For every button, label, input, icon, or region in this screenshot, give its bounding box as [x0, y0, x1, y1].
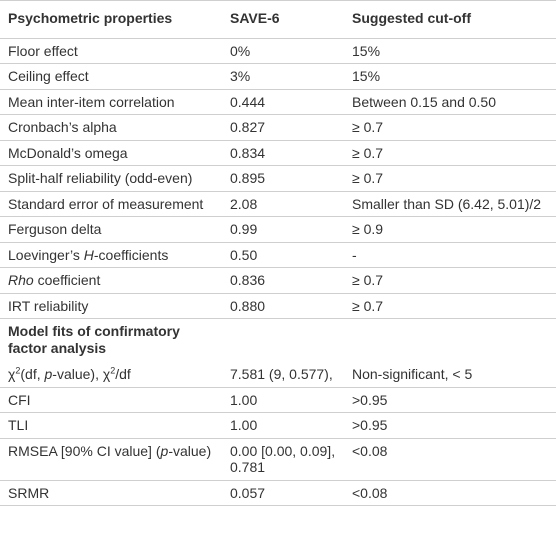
section-heading: Model fits of confirmatory factor analys… [8, 323, 180, 356]
table-cell: ≥ 0.7 [344, 293, 556, 319]
table-cell: 0% [222, 38, 344, 64]
table-row: McDonald’s omega 0.834 ≥ 0.7 [0, 140, 556, 166]
table-row: Rho coefficient 0.836 ≥ 0.7 [0, 267, 556, 294]
table-cell: 0.834 [222, 140, 344, 166]
table-cell: ≥ 0.9 [344, 216, 556, 243]
text-segment: p [44, 366, 53, 382]
table-cell: Ceiling effect [0, 63, 222, 90]
table-cell: 3% [222, 63, 344, 90]
text-segment: χ [8, 366, 16, 382]
text-segment: (df, [20, 366, 45, 382]
table-cell: 1.00 [222, 412, 344, 439]
table-cell: 0.444 [222, 89, 344, 115]
table-cell: 0.895 [222, 165, 344, 192]
table-row: Model fits of confirmatory factor analys… [0, 319, 556, 359]
text-segment: Loevinger’s [8, 246, 84, 263]
table-cell: >0.95 [344, 387, 556, 413]
table-cell: Rho coefficient [0, 267, 222, 294]
table-row: Ceiling effect 3% 15% [0, 63, 556, 90]
table-cell: ≥ 0.7 [344, 140, 556, 166]
table-row: χ2(df, p-value), χ2/df 7.581 (9, 0.577), N… [0, 358, 556, 388]
table-cell: <0.08 [344, 438, 556, 481]
table-cell: Floor effect [0, 38, 222, 64]
table-cell: Ferguson delta [0, 216, 222, 243]
text-segment: -value) [168, 442, 212, 459]
table-cell: 0.99 [222, 216, 344, 243]
table-cell: 2.08 [222, 191, 344, 217]
table-cell: ≥ 0.7 [344, 114, 556, 141]
table-row: Loevinger’s H-coefficients 0.50- [0, 242, 556, 268]
table-cell: IRT reliability [0, 293, 222, 319]
text-segment: H [83, 246, 94, 263]
table-cell: χ2(df, p-value), χ2/df [0, 358, 222, 388]
table-cell: ≥ 0.7 [344, 165, 556, 192]
table-cell: 0.00 [0.00, 0.09], 0.781 [222, 438, 344, 481]
table-cell: Between 0.15 and 0.50 [344, 89, 556, 115]
table-cell: Loevinger’s H-coefficients [0, 242, 222, 268]
text-segment: /df [115, 366, 131, 382]
header-cell: Suggested cut-off [344, 0, 556, 39]
table-cell: 1.00 [222, 387, 344, 413]
table-cell: Cronbach’s alpha [0, 114, 222, 141]
table-row: RMSEA [90% CI value] (p-value) 0.00 [0.00… [0, 438, 556, 481]
header-cell: Psychometric properties [0, 0, 222, 39]
table-cell: TLI [0, 412, 222, 439]
table-cell: 15% [344, 38, 556, 64]
table-cell: 0.057 [222, 480, 344, 506]
table-cell: Non-significant, < 5 [344, 358, 556, 388]
text-segment: -value), χ [52, 366, 111, 382]
header-row: Psychometric properties SAVE-6 Suggested… [0, 0, 556, 39]
table-row: TLI 1.00 >0.95 [0, 412, 556, 439]
table-row: Cronbach’s alpha 0.827 ≥ 0.7 [0, 114, 556, 141]
table-cell: 7.581 (9, 0.577), [222, 358, 344, 388]
text-segment: p [160, 442, 169, 459]
table-body: Floor effect 0% 15% Ceiling effect 3% 15% Mean… [0, 38, 556, 506]
text-segment: -coefficients [93, 246, 169, 263]
table-row: Standard error of measurement 2.08 Smaller… [0, 191, 556, 217]
cell [222, 319, 344, 359]
text-segment: coefficient [33, 272, 101, 288]
table-cell: 0.50 [222, 242, 344, 268]
table-cell: CFI [0, 387, 222, 413]
table-row: Split-half reliability (odd-even) 0.895 ≥ … [0, 165, 556, 192]
table-row: Mean inter-item correlation 0.444 Between … [0, 89, 556, 115]
table-cell: SRMR [0, 480, 222, 506]
table-cell: Mean inter-item correlation [0, 89, 222, 115]
text-segment: 2 [15, 365, 21, 376]
table-cell: >0.95 [344, 412, 556, 439]
table: Psychometric properties SAVE-6 Suggested… [0, 0, 556, 506]
table-cell: McDonald’s omega [0, 140, 222, 166]
table-cell: Split-half reliability (odd-even) [0, 165, 222, 192]
table-cell: - [344, 242, 556, 268]
table-cell: RMSEA [90% CI value] (p-value) [0, 438, 222, 481]
table-row: CFI 1.00 >0.95 [0, 387, 556, 413]
table-cell: <0.08 [344, 480, 556, 506]
table-row: Ferguson delta 0.99 ≥ 0.9 [0, 216, 556, 243]
cell [344, 319, 556, 359]
table-cell: 0.827 [222, 114, 344, 141]
header-cell: SAVE-6 [222, 0, 344, 39]
table-cell: 15% [344, 63, 556, 90]
table-cell: Standard error of measurement [0, 191, 222, 217]
table-row: IRT reliability 0.880 ≥ 0.7 [0, 293, 556, 319]
text-segment: RMSEA [90% CI value] ( [8, 442, 161, 459]
table-header: Psychometric properties SAVE-6 Suggested… [0, 0, 556, 39]
table-row: SRMR 0.057 <0.08 [0, 480, 556, 506]
table-cell: 0.836 [222, 267, 344, 294]
table-cell: Smaller than SD (6.42, 5.01)/2 [344, 191, 556, 217]
table-cell: ≥ 0.7 [344, 267, 556, 294]
table-cell: 0.880 [222, 293, 344, 319]
text-segment: 2 [110, 365, 116, 376]
table-row: Floor effect 0% 15% [0, 38, 556, 64]
text-segment: Rho [8, 272, 34, 288]
